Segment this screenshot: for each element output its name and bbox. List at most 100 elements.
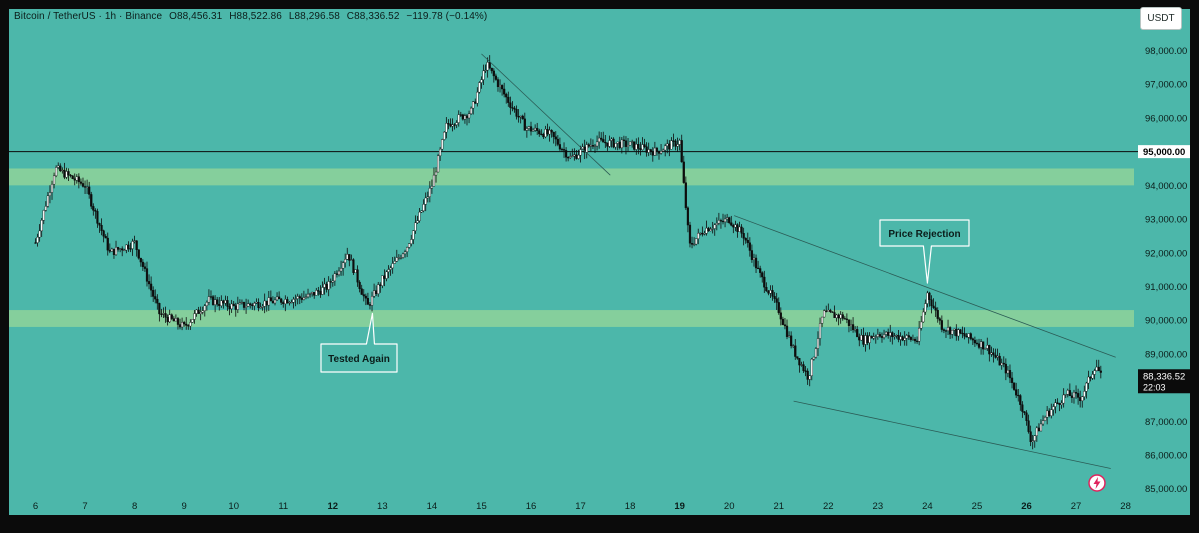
candle-body xyxy=(744,237,747,241)
candle-body xyxy=(666,143,669,147)
candle-body xyxy=(911,338,915,341)
candle-body xyxy=(928,292,931,300)
candle-body xyxy=(34,242,37,244)
candle-body xyxy=(75,176,78,181)
candle-body xyxy=(569,156,572,158)
candle-body xyxy=(154,296,157,300)
candle-body xyxy=(637,144,640,149)
candle-body xyxy=(567,157,570,159)
x-tick-label: 12 xyxy=(328,501,339,512)
symbol-info-bar: Bitcoin / TetherUS · 1h · Binance O88,45… xyxy=(14,11,491,22)
candle-body xyxy=(876,334,879,337)
candle-body xyxy=(401,253,405,258)
candle-body xyxy=(38,230,41,238)
last-price-tag: 88,336.52 xyxy=(1143,371,1185,382)
candle-body xyxy=(300,297,303,300)
candle-body xyxy=(201,310,204,313)
candle-body xyxy=(79,181,83,184)
x-tick-label: 22 xyxy=(823,501,834,512)
currency-button[interactable]: USDT xyxy=(1140,7,1182,30)
candle-body xyxy=(104,235,107,239)
y-tick-label: 92,000.00 xyxy=(1145,248,1187,259)
x-tick-label: 27 xyxy=(1071,501,1082,512)
candle-body xyxy=(527,126,531,129)
candle-body xyxy=(304,296,308,298)
candle-body xyxy=(391,263,394,269)
candle-body xyxy=(924,303,927,313)
price-rejection-label: Price Rejection xyxy=(888,229,960,240)
candle-body xyxy=(971,338,974,341)
candle-body xyxy=(261,306,264,308)
candle-body xyxy=(684,182,687,209)
countdown-tag: 22:03 xyxy=(1143,382,1166,392)
candle-body xyxy=(1035,427,1038,436)
candle-body xyxy=(110,248,113,252)
candle-body xyxy=(845,318,848,320)
x-tick-label: 13 xyxy=(377,501,388,512)
candle-body xyxy=(808,375,811,380)
candle-body xyxy=(432,174,436,187)
candle-body xyxy=(678,140,681,145)
candle-body xyxy=(503,88,506,95)
candle-body xyxy=(523,118,526,131)
candle-body xyxy=(282,302,285,305)
candle-body xyxy=(137,249,140,259)
candle-body xyxy=(170,314,173,319)
candle-body xyxy=(238,302,241,305)
candle-body xyxy=(885,331,888,335)
candle-body xyxy=(162,313,165,315)
candle-body xyxy=(812,356,815,360)
candle-body xyxy=(259,307,262,309)
candle-body xyxy=(329,281,332,283)
candle-body xyxy=(736,224,739,232)
candle-body xyxy=(1025,412,1028,421)
candle-body xyxy=(587,144,590,147)
candle-body xyxy=(290,302,293,304)
candle-body xyxy=(670,140,673,150)
candle-body xyxy=(926,292,929,304)
candle-body xyxy=(556,138,559,145)
lightning-icon[interactable] xyxy=(1088,474,1106,492)
candle-body xyxy=(147,281,151,285)
candle-body xyxy=(612,138,615,148)
candle-body xyxy=(862,335,865,345)
candle-body xyxy=(286,299,289,304)
candle-body xyxy=(480,79,483,83)
candle-body xyxy=(180,322,184,328)
candle-body xyxy=(1043,417,1047,421)
candle-body xyxy=(624,140,628,147)
candle-body xyxy=(1085,382,1088,392)
candle-body xyxy=(377,284,380,295)
candle-body xyxy=(864,335,867,345)
candle-body xyxy=(1093,370,1096,375)
candle-body xyxy=(897,334,900,340)
candle-body xyxy=(358,281,361,289)
candle-body xyxy=(1029,431,1032,442)
candle-body xyxy=(643,144,646,147)
candle-body xyxy=(595,141,599,147)
candle-body xyxy=(800,364,803,366)
candle-body xyxy=(1072,392,1076,398)
candle-body xyxy=(1089,376,1092,379)
x-tick-label: 28 xyxy=(1120,501,1131,512)
candle-body xyxy=(779,312,782,320)
candle-body xyxy=(160,313,163,315)
candle-body xyxy=(1023,411,1026,414)
candle-body xyxy=(255,301,258,304)
candle-body xyxy=(393,261,396,264)
candle-body xyxy=(992,352,995,356)
candle-body xyxy=(48,192,52,196)
candle-body xyxy=(52,175,56,185)
candle-body xyxy=(127,244,130,249)
candle-body xyxy=(1027,420,1030,432)
candle-body xyxy=(1039,423,1043,432)
candle-body xyxy=(308,293,312,295)
candle-body xyxy=(156,298,159,304)
candle-body xyxy=(721,220,725,223)
low-value: L88,296.58 xyxy=(288,11,340,22)
candle-body xyxy=(1070,395,1074,398)
candle-body xyxy=(275,296,279,301)
candle-body xyxy=(1087,376,1090,384)
candle-body xyxy=(880,336,884,338)
